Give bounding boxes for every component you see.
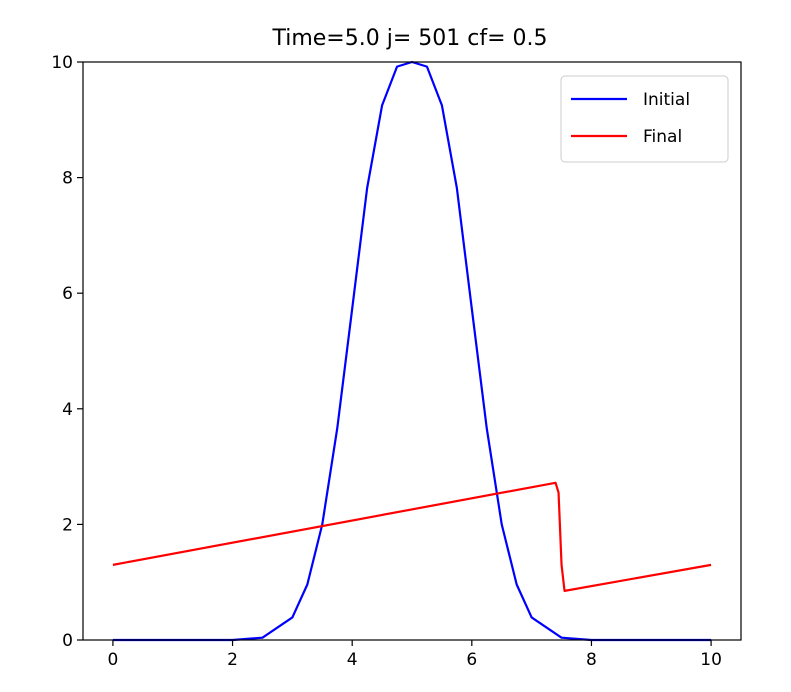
legend-box: [560, 75, 729, 163]
plot-frame: [82, 61, 742, 641]
legend: Initial Final: [560, 75, 729, 163]
legend-label-final: Final: [643, 127, 682, 147]
y-tick-label: 0: [62, 631, 73, 651]
y-axis: 0 2 4 6 8 10: [51, 53, 83, 651]
x-tick-label: 8: [586, 650, 597, 670]
y-tick-label: 4: [62, 400, 73, 420]
x-tick-label: 10: [700, 650, 722, 670]
x-tick-label: 0: [107, 650, 118, 670]
chart-title: Time=5.0 j= 501 cf= 0.5: [271, 26, 547, 51]
x-axis: 0 2 4 6 8 10: [107, 640, 722, 670]
y-tick-label: 6: [62, 284, 73, 304]
x-tick-label: 2: [227, 650, 238, 670]
series-line-final: [112, 481, 712, 592]
y-tick-label: 2: [62, 515, 73, 535]
legend-label-initial: Initial: [643, 90, 690, 110]
x-tick-label: 4: [347, 650, 358, 670]
y-tick-label: 10: [51, 53, 73, 73]
y-tick-label: 8: [62, 169, 73, 189]
x-tick-label: 6: [466, 650, 477, 670]
